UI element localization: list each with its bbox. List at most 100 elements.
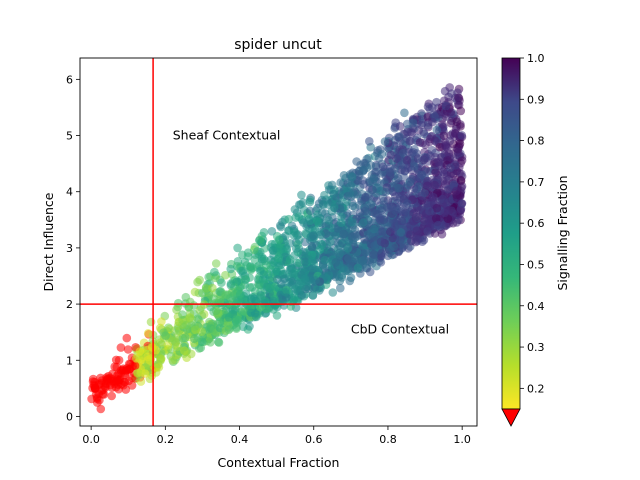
scatter-point [377, 206, 386, 215]
scatter-point [312, 217, 322, 226]
scatter-point [417, 170, 427, 180]
scatter-point [425, 206, 434, 216]
scatter-point [118, 366, 128, 375]
scatter-point [415, 138, 425, 147]
scatter-point [394, 183, 404, 193]
scatter-point [259, 270, 269, 279]
scatter-point [290, 205, 300, 214]
scatter-point [391, 192, 400, 201]
scatter-point [457, 199, 467, 208]
scatter-point [181, 321, 191, 330]
scatter-point [336, 283, 345, 293]
scatter-point [287, 277, 297, 286]
scatter-point [361, 247, 371, 257]
scatter-point [457, 156, 467, 165]
y-tick-label: 2 [66, 298, 73, 311]
scatter-point [412, 212, 421, 222]
scatter-point [255, 302, 265, 312]
scatter-point [393, 174, 403, 183]
scatter-point [257, 252, 267, 262]
scatter-point [291, 244, 301, 253]
scatter-point [316, 230, 325, 239]
scatter-point [127, 381, 137, 390]
scatter-point [446, 107, 456, 117]
scatter-point [446, 118, 456, 128]
x-axis-ticks: 0.0 0.2 0.4 0.6 0.8 1.0 [82, 426, 471, 446]
scatter-point [233, 243, 242, 253]
scatter-point [186, 349, 196, 359]
colorbar-tick-label: 0.2 [527, 382, 545, 395]
scatter-point [410, 162, 419, 171]
scatter-point [243, 301, 252, 310]
scatter-point [236, 289, 245, 299]
scatter-point [367, 200, 376, 209]
scatter-point [348, 201, 358, 211]
scatter-point [171, 337, 180, 347]
scatter-point [214, 338, 224, 347]
scatter-point [369, 224, 379, 234]
scatter-point [161, 331, 170, 341]
scatter-point [428, 117, 437, 127]
scatter-point [96, 404, 106, 414]
scatter-point [284, 214, 294, 224]
scatter-point [231, 315, 241, 324]
scatter-point [360, 206, 370, 216]
scatter-point [243, 248, 253, 257]
scatter-point [439, 131, 449, 140]
scatter-point [440, 86, 450, 96]
scatter-point [299, 218, 308, 227]
scatter-point [346, 273, 356, 283]
scatter-point [379, 196, 389, 206]
scatter-point [365, 267, 375, 277]
scatter-point [317, 240, 327, 249]
scatter-point [420, 188, 429, 198]
scatter-point [386, 202, 396, 212]
scatter-point [251, 312, 261, 322]
scatter-point [441, 101, 451, 111]
scatter-point [157, 317, 166, 326]
x-tick-label: 0.0 [82, 433, 100, 446]
scatter-point [132, 354, 141, 363]
scatter-point [279, 269, 288, 279]
scatter-point [347, 172, 357, 182]
scatter-point [429, 110, 439, 120]
scatter-point [324, 216, 334, 225]
scatter-point [345, 189, 355, 198]
scatter-point [318, 199, 328, 209]
scatter-point [116, 343, 126, 352]
scatter-point [311, 276, 320, 285]
colorbar [501, 57, 521, 410]
scatter-point [453, 93, 463, 102]
scatter-point [400, 108, 409, 118]
scatter-point [420, 154, 430, 163]
scatter-point [375, 216, 385, 225]
scatter-point [348, 235, 358, 245]
scatter-point [209, 294, 218, 303]
scatter-point [343, 244, 353, 253]
scatter-point [273, 275, 282, 284]
scatter-point [154, 362, 164, 372]
scatter-point [226, 264, 235, 274]
scatter-point [221, 270, 230, 280]
scatter-point [335, 248, 345, 257]
scatter-point [122, 333, 132, 343]
scatter-point [368, 185, 377, 195]
scatter-point [156, 355, 166, 364]
y-tick-label: 4 [66, 186, 73, 199]
plot-area-frame [79, 57, 478, 427]
scatter-point [197, 327, 206, 337]
scatter-point [173, 302, 183, 312]
chart-title: spider uncut [234, 37, 322, 53]
scatter-point [320, 190, 329, 200]
scatter-point [369, 174, 379, 183]
scatter-point [396, 228, 406, 237]
colorbar-tick-label: 0.6 [527, 217, 545, 230]
scatter-point [108, 369, 117, 379]
scatter-point [217, 278, 226, 288]
scatter-point [87, 394, 96, 404]
scatter-point [255, 236, 264, 245]
x-tick-label: 0.8 [379, 433, 397, 446]
scatter-point [359, 218, 368, 227]
scatter-point [241, 274, 250, 284]
